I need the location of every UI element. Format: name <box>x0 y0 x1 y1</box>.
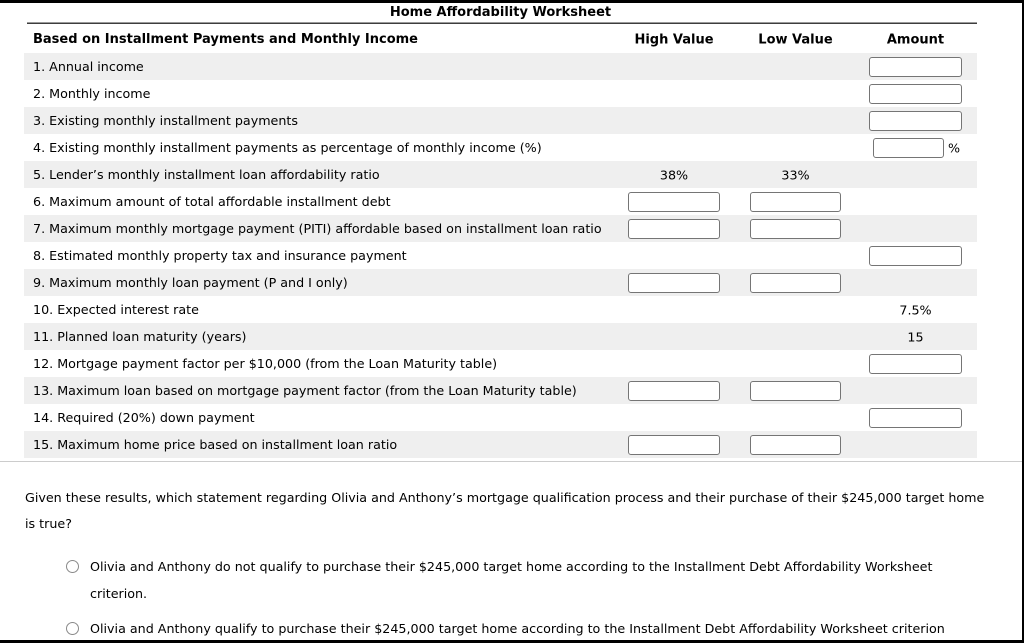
high-value-input[interactable] <box>628 191 720 212</box>
high-value-cell <box>628 191 720 212</box>
high-value-cell <box>628 434 720 455</box>
row-label: 7. Maximum monthly mortgage payment (PIT… <box>33 221 602 236</box>
table-row: 8. Estimated monthly property tax and in… <box>24 242 977 269</box>
table-body: 1. Annual income 2. Monthly income 3. Ex… <box>0 53 1022 458</box>
amount-cell <box>869 56 962 77</box>
low-value-input[interactable] <box>750 218 841 239</box>
answer-option[interactable]: Olivia and Anthony qualify to purchase t… <box>66 615 1006 640</box>
question-text: Given these results, which statement reg… <box>25 490 985 531</box>
row-label: 11. Planned loan maturity (years) <box>33 329 247 344</box>
answer-option[interactable]: Olivia and Anthony do not qualify to pur… <box>66 553 1006 607</box>
high-value-cell <box>628 272 720 293</box>
table-row: 11. Planned loan maturity (years) 15 <box>24 323 977 350</box>
row-label: 13. Maximum loan based on mortgage payme… <box>33 383 577 398</box>
high-value-input[interactable] <box>628 434 720 455</box>
row-label: 6. Maximum amount of total affordable in… <box>33 194 391 209</box>
amount-value-text: 7.5% <box>899 302 932 317</box>
answer-option-label: Olivia and Anthony do not qualify to pur… <box>90 559 933 601</box>
high-value-input[interactable] <box>628 380 720 401</box>
amount-cell <box>869 110 962 131</box>
table-bottom-divider <box>0 461 1022 462</box>
title-divider <box>27 22 977 24</box>
radio-button-icon[interactable] <box>66 622 79 635</box>
table-header-row: Based on Installment Payments and Monthl… <box>24 27 977 53</box>
low-value-input[interactable] <box>750 272 841 293</box>
table-row: 5. Lender’s monthly installment loan aff… <box>24 161 977 188</box>
table-row: 10. Expected interest rate 7.5% <box>24 296 977 323</box>
row-label: 9. Maximum monthly loan payment (P and I… <box>33 275 348 290</box>
high-value-input[interactable] <box>628 218 720 239</box>
low-value-text: 33% <box>781 167 810 182</box>
table-row: 12. Mortgage payment factor per $10,000 … <box>24 350 977 377</box>
table-row: 6. Maximum amount of total affordable in… <box>24 188 977 215</box>
amount-value-input[interactable] <box>869 245 962 266</box>
low-value-cell <box>750 434 841 455</box>
amount-value-input[interactable] <box>869 110 962 131</box>
low-value-input[interactable] <box>750 434 841 455</box>
amount-value-input[interactable] <box>869 56 962 77</box>
row-label: 1. Annual income <box>33 59 144 74</box>
table-row: 4. Existing monthly installment payments… <box>24 134 977 161</box>
row-label: 5. Lender’s monthly installment loan aff… <box>33 167 380 182</box>
column-header-low-value: Low Value <box>758 32 833 48</box>
column-header-amount: Amount <box>886 32 945 48</box>
low-value-cell <box>750 272 841 293</box>
high-value-cell <box>628 218 720 239</box>
table-row: 7. Maximum monthly mortgage payment (PIT… <box>24 215 977 242</box>
amount-cell <box>873 137 944 158</box>
amount-cell <box>869 83 962 104</box>
table-row: 2. Monthly income <box>24 80 977 107</box>
amount-cell <box>869 407 962 428</box>
table-row: 3. Existing monthly installment payments <box>24 107 977 134</box>
low-value-cell <box>750 218 841 239</box>
table-row: 14. Required (20%) down payment <box>24 404 977 431</box>
amount-value-text: 15 <box>907 329 924 344</box>
low-value-cell <box>750 191 841 212</box>
row-label: 4. Existing monthly installment payments… <box>33 140 542 155</box>
high-value-text: 38% <box>659 167 689 182</box>
amount-value-input[interactable] <box>869 407 962 428</box>
answer-options-list: Olivia and Anthony do not qualify to pur… <box>66 553 1006 640</box>
row-label: 10. Expected interest rate <box>33 302 199 317</box>
page-title: Home Affordability Worksheet <box>389 5 612 20</box>
row-label: 3. Existing monthly installment payments <box>33 113 298 128</box>
row-label: 15. Maximum home price based on installm… <box>33 437 398 452</box>
low-value-input[interactable] <box>750 380 841 401</box>
table-row: 15. Maximum home price based on installm… <box>24 431 977 458</box>
percent-suffix: % <box>948 140 961 155</box>
column-header-high-value: High Value <box>634 32 714 48</box>
amount-cell <box>869 353 962 374</box>
table-row: 9. Maximum monthly loan payment (P and I… <box>24 269 977 296</box>
table-row: 1. Annual income <box>24 53 977 80</box>
low-value-input[interactable] <box>750 191 841 212</box>
row-label: 8. Estimated monthly property tax and in… <box>33 248 407 263</box>
row-label: 12. Mortgage payment factor per $10,000 … <box>33 356 498 371</box>
row-label: 14. Required (20%) down payment <box>33 410 255 425</box>
table-row: 13. Maximum loan based on mortgage payme… <box>24 377 977 404</box>
radio-button-icon[interactable] <box>66 560 79 573</box>
amount-value-input[interactable] <box>869 83 962 104</box>
amount-cell <box>869 245 962 266</box>
answer-option-label: Olivia and Anthony qualify to purchase t… <box>90 621 945 636</box>
high-value-cell <box>628 380 720 401</box>
row-label: 2. Monthly income <box>33 86 151 101</box>
low-value-cell <box>750 380 841 401</box>
table-header-label: Based on Installment Payments and Monthl… <box>33 32 418 47</box>
high-value-input[interactable] <box>628 272 720 293</box>
amount-value-input[interactable] <box>873 137 944 158</box>
amount-value-input[interactable] <box>869 353 962 374</box>
